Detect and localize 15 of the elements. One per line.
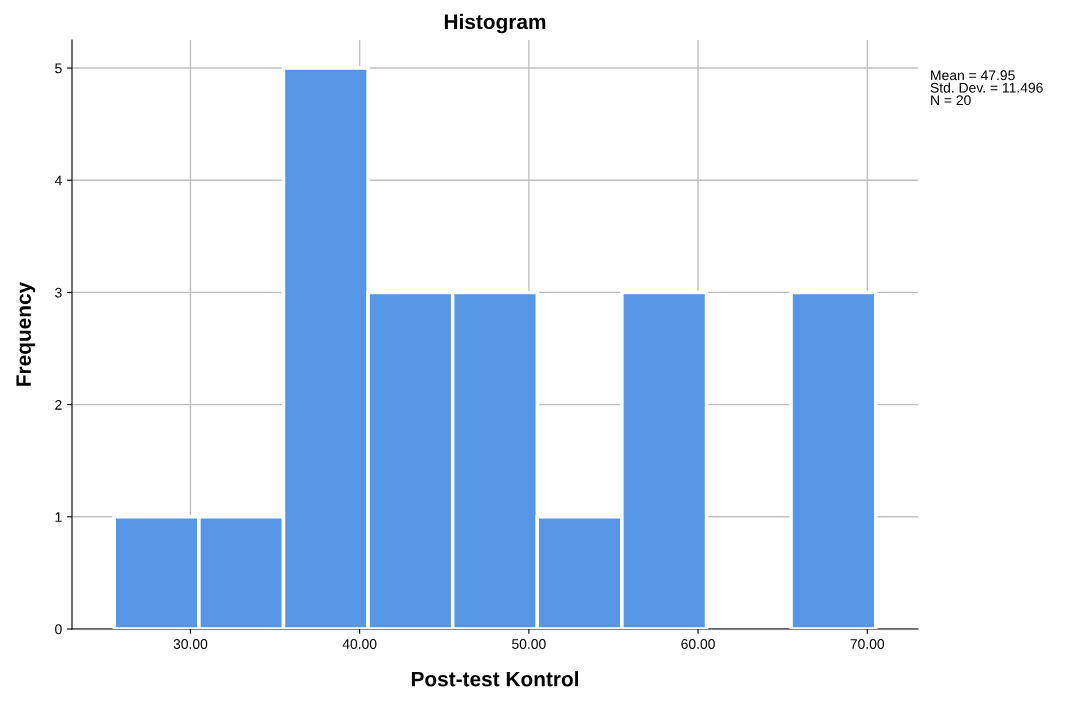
x-tick-label: 60.00 — [681, 639, 715, 649]
x-tick-label: 50.00 — [512, 639, 546, 649]
y-tick-label: 3 — [55, 287, 62, 298]
y-tick-label: 1 — [55, 512, 62, 522]
y-axis-title: Frequency — [16, 281, 36, 386]
text: Mean = 47.95 Std. Dev. = 11.496 N = 20 — [930, 70, 1043, 106]
x-tick-label: 30.00 — [173, 639, 208, 649]
x-axis-title: Post-test Kontrol — [411, 671, 579, 687]
y-tick-label: 5 — [55, 63, 62, 74]
y-tick-label: 0 — [55, 624, 62, 635]
x-tick-label: 40.00 — [342, 639, 377, 649]
y-tick-label: 2 — [55, 399, 62, 410]
y-tick-label: 4 — [54, 175, 62, 186]
chart-title: Histogram — [444, 13, 546, 34]
x-tick-label: 70.00 — [850, 639, 885, 649]
